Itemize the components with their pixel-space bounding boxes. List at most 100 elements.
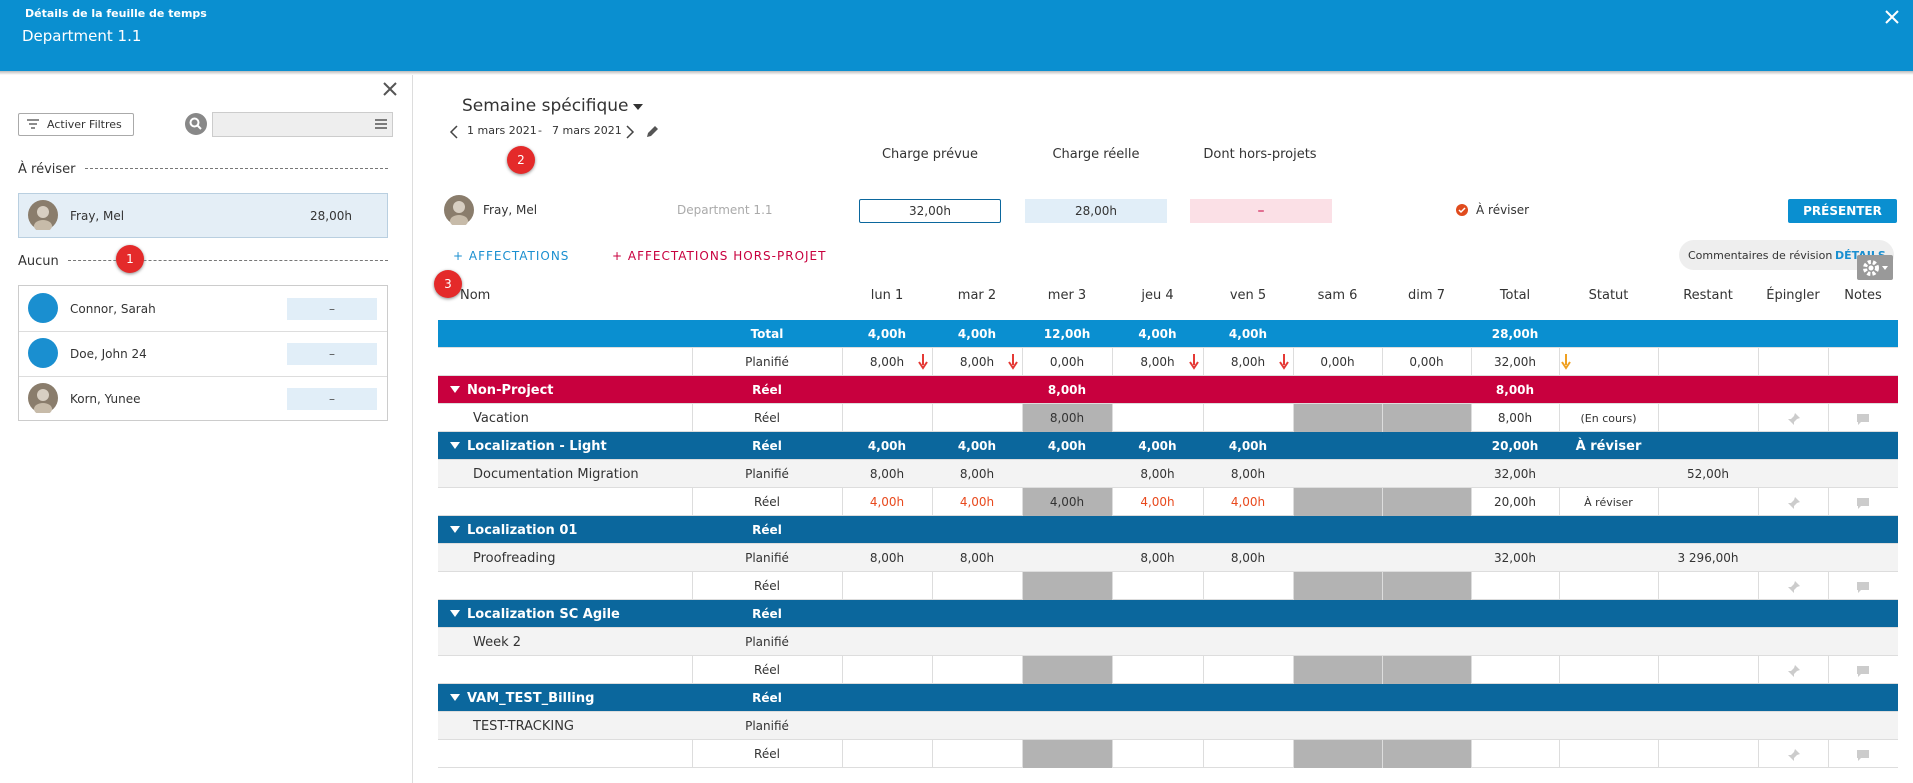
table-row [438,348,1898,376]
group-label: Aucun [18,253,59,269]
table-cell [1828,348,1898,376]
variance-arrow [1008,354,1018,370]
summary-header: Charge prévue [881,146,979,162]
row-label: Localization SC Agile [467,606,620,622]
table-cell [1382,488,1471,516]
day-value: 8,00h [959,551,995,565]
sidebar-close[interactable] [382,81,398,97]
table-cell [1203,404,1293,432]
shadow [0,71,1913,75]
actual-value: 28,00h [1075,204,1117,218]
day-value: 4,00h [1230,495,1266,509]
table-cell [932,488,1022,516]
search-input[interactable] [212,112,393,137]
table-cell [1112,348,1203,376]
table-cell [1112,572,1203,600]
search-icon[interactable] [184,112,208,136]
menu-icon[interactable] [374,117,388,131]
filter-icon [27,119,39,129]
row-type: Planifié [745,551,789,565]
table-cell [842,348,932,376]
table-cell [692,488,842,516]
row-type: Total [750,327,784,341]
collapse-arrow [450,442,460,449]
column-header: Total [1499,287,1531,303]
column-header: Restant [1683,287,1733,303]
table-cell [1293,572,1382,600]
table-cell [1828,572,1898,600]
column-header: dim 7 [1408,287,1445,303]
edit-icon[interactable] [645,125,659,139]
table-row [438,376,1898,404]
column-header: mar 2 [957,287,997,303]
present-button[interactable]: PRÉSENTER [1788,199,1897,223]
row-type: Réel [754,495,780,509]
step-badge: 1 [116,245,144,273]
day-value: 4,00h [869,495,905,509]
table-cell [842,404,932,432]
table-cell [692,404,842,432]
row-label: Localization 01 [467,522,578,538]
table-cell [692,348,842,376]
prev-week[interactable] [449,125,459,139]
remaining-value: 52,00h [1687,467,1729,481]
next-week[interactable] [625,125,635,139]
day-value: 4,00h [957,439,997,453]
table-cell [842,656,932,684]
person-name: Doe, John 24 [70,347,147,361]
day-value: 8,00h [1140,467,1175,481]
table-row [438,432,1898,460]
day-value: 4,00h [867,439,907,453]
close-button[interactable] [1883,8,1901,26]
table-cell [1559,348,1658,376]
note-icon [1857,498,1869,509]
gear-icon [1863,260,1888,276]
column-header: Notes [1844,287,1882,303]
non-project-value: – [1257,203,1265,219]
summary-header: Charge réelle [1052,146,1140,162]
day-value: 8,00h [1230,355,1266,369]
filter-button[interactable]: Activer Filtres [18,113,134,136]
table-cell [1293,404,1382,432]
table-cell [1658,488,1758,516]
add-non-project[interactable]: + AFFECTATIONS HORS-PROJET [612,249,827,263]
table-cell [692,740,842,768]
table-cell [1758,656,1828,684]
table-row [438,516,1898,544]
person-row[interactable] [18,193,388,238]
column-header: mer 3 [1047,287,1087,303]
group-label: À réviser [18,161,76,177]
row-type: Réel [752,439,782,453]
table-cell [842,572,932,600]
table-cell [1559,656,1658,684]
table-cell [1203,740,1293,768]
day-value: 8,00h [1140,355,1175,369]
table-cell [1112,656,1203,684]
divider [412,75,413,783]
day-value: 8,00h [1049,411,1085,425]
remaining-value: 3 296,00h [1677,551,1739,565]
table-cell [842,488,932,516]
day-value: 4,00h [957,327,997,341]
table-cell [1758,488,1828,516]
table-cell [1471,348,1559,376]
hours-chip: – [287,388,377,410]
row-type: Réel [752,607,782,621]
period-selector[interactable]: Semaine spécifique [462,96,629,116]
total-value: 28,00h [1491,327,1539,341]
table-cell [1758,572,1828,600]
day-value: 8,00h [869,551,905,565]
row-type: Planifié [745,355,789,369]
row-type: Réel [752,383,782,397]
table-cell [1022,656,1112,684]
add-assignment[interactable]: + AFFECTATIONS [453,249,570,263]
day-value: 0,00h [1409,355,1444,369]
table-cell [1828,740,1898,768]
table-cell [1382,404,1471,432]
day-value: 4,00h [1138,327,1177,341]
total-value: 32,00h [1494,551,1536,565]
note-icon [1857,666,1869,677]
non-project-box [1190,199,1332,223]
row-type: Planifié [745,719,789,733]
